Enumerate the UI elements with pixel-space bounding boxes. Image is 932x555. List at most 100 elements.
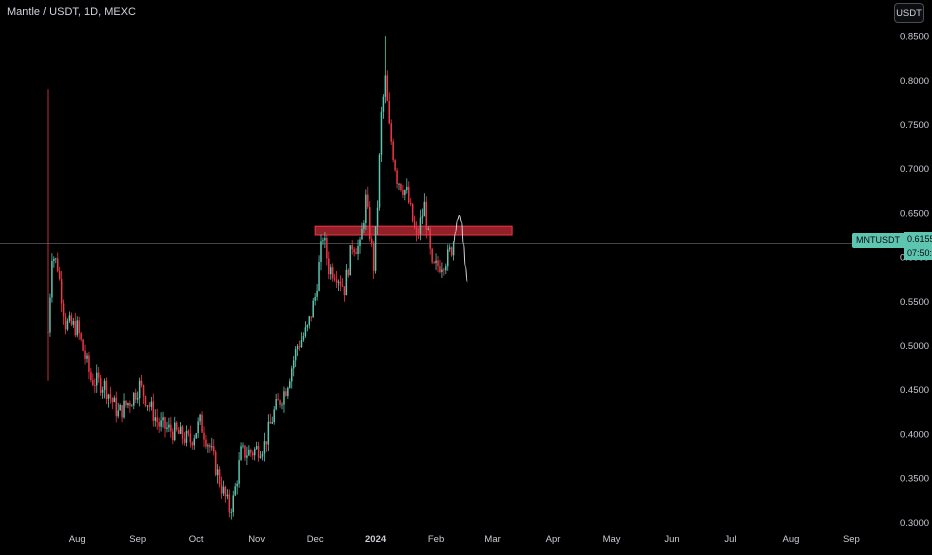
candle-body [324,238,326,241]
candle [242,442,244,449]
candle-body [415,227,418,234]
candle [402,184,404,198]
candle-body [246,455,248,458]
candle-body [298,346,301,348]
candle [318,255,320,292]
candle-body [273,409,275,423]
candle-body [82,339,84,351]
candle-body [429,228,431,249]
candle-body [64,316,67,330]
candle-body [152,401,155,421]
candle-body [339,281,342,286]
candle [343,286,346,302]
candle-body [78,320,80,334]
x-tick-label: Feb [428,534,444,545]
candle [419,209,422,241]
candle [64,312,67,335]
candle [123,393,125,419]
candle-body [76,320,78,336]
candle-body [80,333,82,340]
candle [129,400,131,413]
candle [170,416,172,438]
candle [187,429,190,437]
candle [257,441,260,462]
candle-body [164,417,166,429]
candle-body [162,417,164,421]
candle [281,402,283,410]
candle [331,263,334,282]
candle [370,236,373,248]
candle-body [361,228,363,240]
candle-body [47,332,49,334]
candle [142,384,145,404]
candle [279,399,281,408]
candle [445,263,447,275]
time-axis[interactable]: Aug Sep Oct Nov Dec 2024 Feb Mar Apr May Jun Jul Aug… [69,534,860,545]
candle [197,417,199,439]
x-tick-label: Apr [546,534,561,545]
bar-countdown: 07:50:05 [907,248,932,258]
candle-body [127,403,129,406]
y-tick-label: 0.4500 [900,385,929,396]
candle-body [257,446,260,458]
candle [90,367,92,383]
candle-body [421,216,424,218]
candle [244,445,246,461]
candle [226,489,229,500]
candle-body [131,405,133,407]
candle [267,414,270,452]
candle-body [68,315,71,321]
candle [47,89,49,381]
candle-body [328,258,330,275]
candle [146,405,149,411]
candle [359,236,361,254]
candle-body [191,442,194,446]
candle-body [111,398,114,403]
candle-body [84,350,86,359]
candle-body [160,420,162,427]
candle [306,324,309,332]
candle-body [263,441,266,454]
candle-body [306,325,309,328]
candle-body [113,397,116,403]
candle [411,203,414,223]
candle-body [234,486,236,496]
candle-body [370,239,373,244]
candle [51,253,53,303]
candle [396,167,398,189]
candle [347,268,350,278]
x-tick-label: Jun [664,534,679,545]
candle-body [267,421,270,445]
candle [199,413,201,426]
candle-body [121,405,123,418]
candle-body [92,380,94,386]
candle-body [103,380,106,390]
candle-body [189,433,192,443]
projection-layer [453,215,468,283]
candle [72,317,75,328]
candle [361,222,363,240]
candle-body [349,245,351,276]
candle-body [292,360,295,369]
candle-body [343,286,346,296]
candle-body [117,410,119,417]
candle [174,416,176,442]
candle [238,451,240,488]
candle [320,234,322,271]
currency-button[interactable]: USDT [894,3,924,23]
price-axis[interactable]: 0.85000.80000.75000.70000.65000.60000.55… [900,32,929,529]
candle-body [236,483,238,487]
candle [119,403,121,411]
candle [365,189,367,230]
candle-body [238,460,240,484]
x-tick-label: May [603,534,621,545]
candle [193,434,195,450]
candle-body [138,380,141,399]
candle [185,425,188,447]
x-tick-label: Aug [782,534,799,545]
candle [136,391,139,404]
candle [150,396,153,411]
resistance-zone[interactable] [314,225,513,236]
